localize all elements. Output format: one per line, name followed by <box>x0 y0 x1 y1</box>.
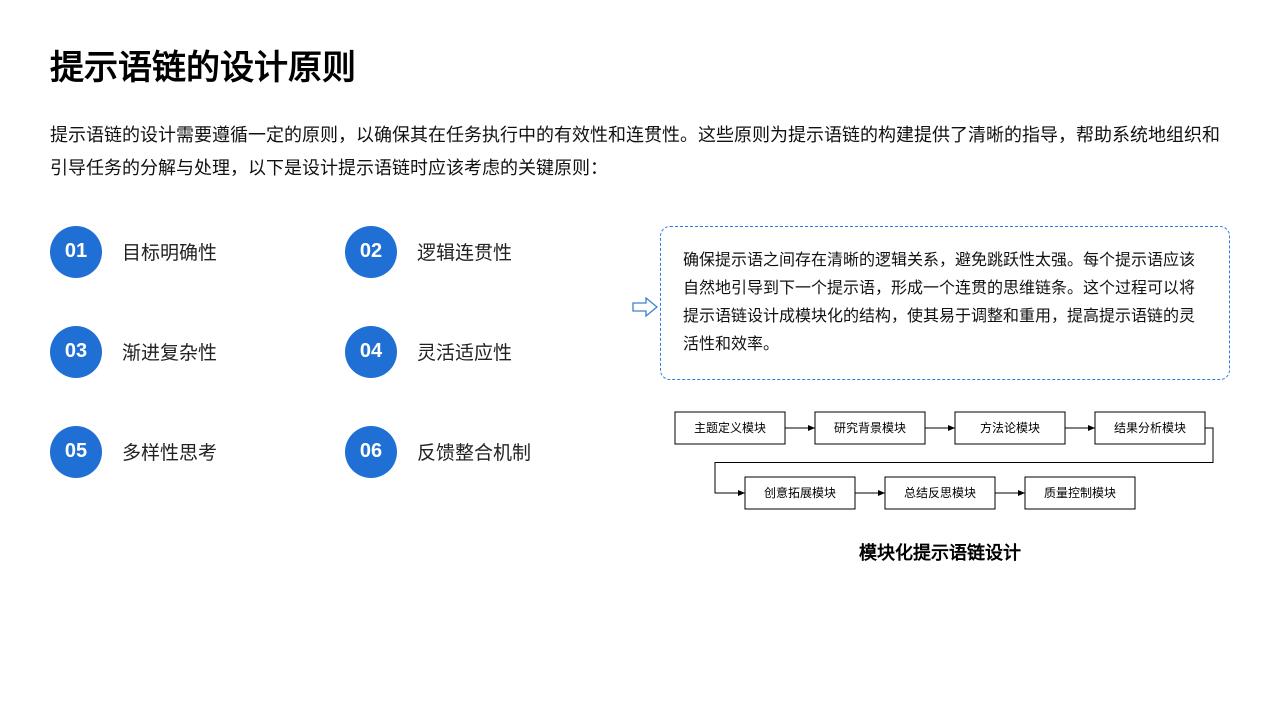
svg-text:质量控制模块: 质量控制模块 <box>1044 486 1116 500</box>
svg-text:方法论模块: 方法论模块 <box>980 420 1040 435</box>
principle-label: 灵活适应性 <box>417 338 512 365</box>
principle-number: 01 <box>50 226 102 278</box>
principle-item: 01 目标明确性 <box>50 226 335 278</box>
principle-item: 06 反馈整合机制 <box>345 426 630 478</box>
principle-item: 03 渐进复杂性 <box>50 326 335 378</box>
principle-label: 反馈整合机制 <box>417 438 531 465</box>
svg-text:创意拓展模块: 创意拓展模块 <box>764 485 836 500</box>
flowchart-svg: 主题定义模块 研究背景模块 方法论模块 结果分析模块创意拓展模块 总结反思模块 质量控制模… <box>660 402 1220 522</box>
content-area: 01 目标明确性 02 逻辑连贯性 03 渐进复杂性 04 灵活适应性 05 多… <box>50 226 1230 565</box>
principle-item: 02 逻辑连贯性 <box>345 226 630 278</box>
flowchart: 主题定义模块 研究背景模块 方法论模块 结果分析模块创意拓展模块 总结反思模块 质量控制模… <box>660 402 1220 565</box>
svg-text:研究背景模块: 研究背景模块 <box>834 420 906 435</box>
flowchart-caption: 模块化提示语链设计 <box>660 539 1220 565</box>
arrow-icon <box>632 296 658 323</box>
principle-label: 多样性思考 <box>122 438 217 465</box>
principle-number: 06 <box>345 426 397 478</box>
svg-text:总结反思模块: 总结反思模块 <box>904 486 976 500</box>
svg-text:主题定义模块: 主题定义模块 <box>694 420 766 435</box>
principle-number: 04 <box>345 326 397 378</box>
page-title: 提示语链的设计原则 <box>50 40 1230 89</box>
principle-item: 04 灵活适应性 <box>345 326 630 378</box>
principle-label: 渐进复杂性 <box>122 338 217 365</box>
principle-number: 05 <box>50 426 102 478</box>
principles-grid: 01 目标明确性 02 逻辑连贯性 03 渐进复杂性 04 灵活适应性 05 多… <box>50 226 630 565</box>
principle-label: 目标明确性 <box>122 238 217 265</box>
detail-panel: 确保提示语之间存在清晰的逻辑关系，避免跳跃性太强。每个提示语应该自然地引导到下一… <box>660 226 1230 565</box>
principle-item: 05 多样性思考 <box>50 426 335 478</box>
callout-box: 确保提示语之间存在清晰的逻辑关系，避免跳跃性太强。每个提示语应该自然地引导到下一… <box>660 226 1230 380</box>
intro-paragraph: 提示语链的设计需要遵循一定的原则，以确保其在任务执行中的有效性和连贯性。这些原则… <box>50 119 1230 186</box>
principle-label: 逻辑连贯性 <box>417 238 512 265</box>
principle-number: 03 <box>50 326 102 378</box>
principle-number: 02 <box>345 226 397 278</box>
svg-text:结果分析模块: 结果分析模块 <box>1114 421 1186 435</box>
